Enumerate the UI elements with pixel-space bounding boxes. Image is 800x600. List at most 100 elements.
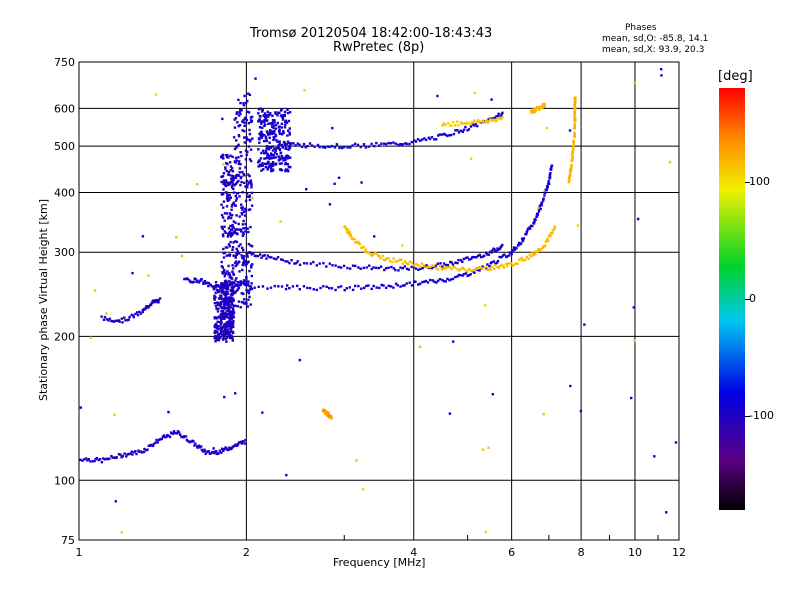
x-mode-echo <box>481 119 485 122</box>
spread-echo <box>228 161 232 164</box>
colorbar-band <box>719 459 745 460</box>
spread-echo <box>250 204 254 207</box>
x-tick-label: 8 <box>578 546 585 559</box>
x-mode-echo <box>573 117 577 120</box>
spread-echo <box>263 124 266 128</box>
o-mode-echo <box>508 251 511 254</box>
x-mode-echo <box>420 262 424 265</box>
colorbar-band <box>719 381 745 382</box>
o-mode-echo <box>401 267 404 270</box>
colorbar-band <box>719 192 745 193</box>
spread-echo <box>233 291 236 295</box>
spread-echo <box>278 111 281 115</box>
spread-echo <box>247 292 251 295</box>
spread-echo <box>230 185 234 188</box>
colorbar-band <box>719 295 745 296</box>
o-mode-echo <box>210 285 214 288</box>
spread-echo <box>235 240 239 244</box>
o-mode-echo <box>138 450 141 453</box>
colorbar-band <box>719 449 745 450</box>
x-mode-echo <box>483 121 486 124</box>
colorbar-band <box>719 113 745 114</box>
x-mode-echo <box>530 111 533 114</box>
x-mode-echo <box>498 265 501 268</box>
colorbar-band <box>719 355 745 356</box>
o-mode-echo <box>457 258 460 262</box>
spread-echo <box>272 168 275 171</box>
colorbar-band <box>719 258 745 259</box>
spread-echo <box>228 272 231 275</box>
spread-echo <box>220 289 223 292</box>
spread-echo <box>262 149 265 152</box>
spread-echo <box>272 162 275 166</box>
colorbar-band <box>719 437 745 438</box>
spread-echo <box>250 191 254 195</box>
spread-echo <box>224 166 227 169</box>
o-mode-echo <box>481 265 484 268</box>
spread-echo <box>260 169 263 172</box>
spread-echo <box>280 108 283 111</box>
o-mode-echo <box>522 237 526 240</box>
spread-echo <box>238 171 241 174</box>
o-mode-echo <box>362 286 366 290</box>
colorbar-tick-label: 0 <box>749 292 756 305</box>
o-mode-echo <box>142 450 146 454</box>
spread-echo <box>222 235 225 238</box>
spread-echo <box>243 124 246 128</box>
o-mode-echo <box>392 286 395 289</box>
colorbar-band <box>719 410 745 411</box>
colorbar-band <box>719 247 745 248</box>
colorbar-band <box>719 326 745 327</box>
spread-echo <box>247 122 250 125</box>
o-mode-echo <box>141 308 144 312</box>
o-mode-echo <box>296 142 299 145</box>
spread-echo <box>261 162 264 165</box>
colorbar-band <box>719 458 745 459</box>
o-mode-echo <box>351 144 354 147</box>
colorbar-band <box>719 428 745 429</box>
colorbar-band <box>719 475 745 476</box>
spread-echo <box>237 124 240 128</box>
spread-echo <box>227 283 230 286</box>
o-mode-echo <box>490 261 493 264</box>
o-mode-echo <box>496 259 500 263</box>
o-mode-echo <box>437 134 440 137</box>
colorbar-band <box>719 413 745 414</box>
x-mode-echo <box>546 237 549 240</box>
colorbar-band <box>719 495 745 496</box>
spread-echo <box>239 151 242 154</box>
colorbar-band <box>719 270 745 271</box>
spread-echo <box>265 162 269 165</box>
spread-echo <box>263 152 266 155</box>
colorbar-band <box>719 342 745 343</box>
o-mode-echo <box>436 262 439 265</box>
spread-echo <box>221 286 225 289</box>
x-mode-echo <box>460 122 464 125</box>
o-mode-echo <box>550 166 553 169</box>
o-mode-echo <box>179 433 182 436</box>
o-mode-echo <box>183 277 186 281</box>
y-tick-label: 500 <box>54 140 75 153</box>
o-mode-echo <box>188 279 191 282</box>
spread-echo <box>248 174 251 178</box>
spread-echo <box>226 194 229 197</box>
colorbar-band <box>719 200 745 201</box>
spread-echo <box>257 161 260 164</box>
o-mode-echo <box>405 282 408 285</box>
spread-echo <box>246 110 249 113</box>
y-tick-label: 75 <box>61 534 75 547</box>
spread-echo <box>234 304 237 307</box>
scatter-noise <box>481 448 485 451</box>
colorbar-band <box>719 353 745 354</box>
spread-echo <box>216 320 219 323</box>
spread-echo <box>225 321 229 324</box>
spread-echo <box>242 104 246 107</box>
spread-echo <box>280 169 284 172</box>
colorbar-band <box>719 243 745 244</box>
colorbar-band <box>719 216 745 217</box>
o-mode-echo <box>452 132 456 136</box>
x-mode-echo <box>401 262 404 265</box>
spread-echo <box>277 129 281 133</box>
o-mode-echo <box>256 254 260 258</box>
o-mode-echo <box>401 143 404 146</box>
